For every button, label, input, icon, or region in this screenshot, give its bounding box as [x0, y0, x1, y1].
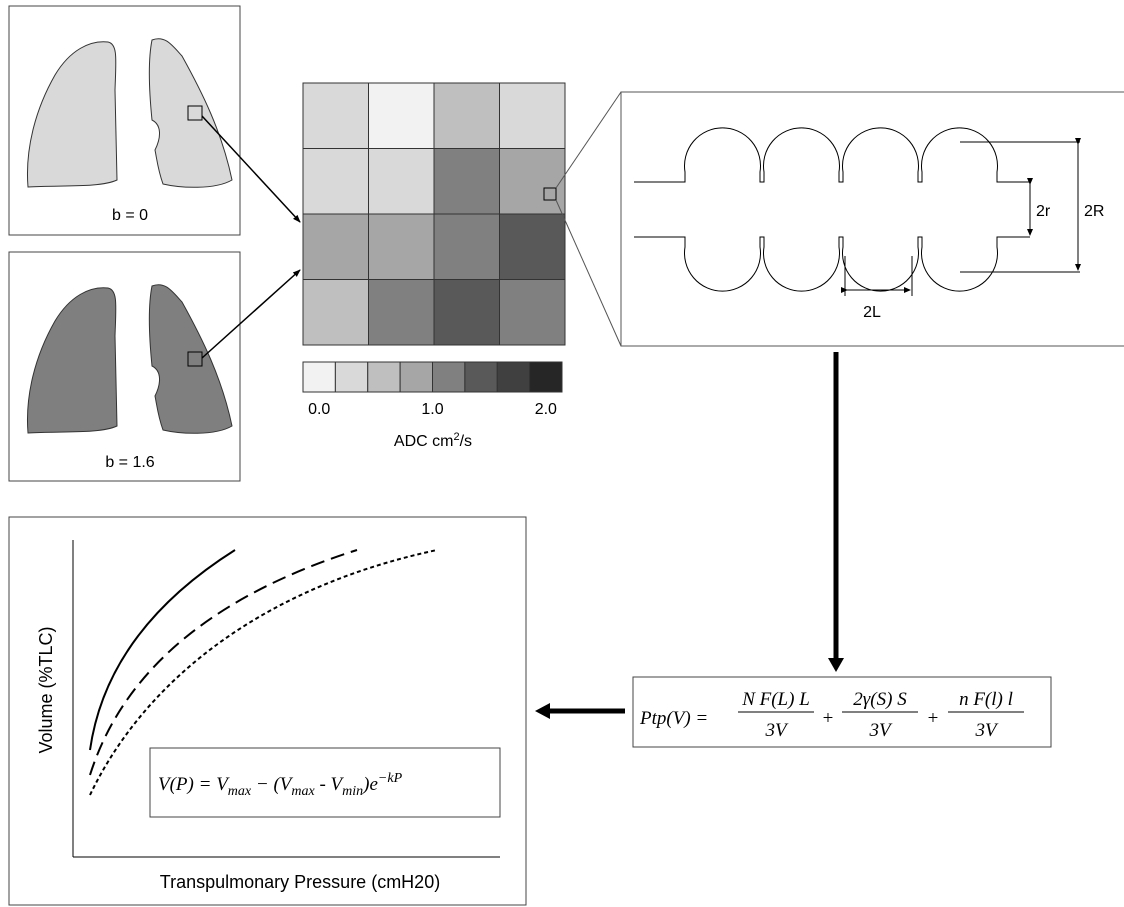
pressure-equation: Ptp(V) = N F(L) L 3V 2γ(S) S 3V + n F(l) l 3V +	[633, 677, 1051, 747]
colorbar-bin	[497, 362, 529, 392]
eq-part: max	[228, 784, 252, 799]
eq-part: − (V	[251, 774, 294, 795]
zoom-line	[556, 200, 621, 346]
adc-cell	[369, 280, 435, 346]
colorbar-bin	[335, 362, 367, 392]
adc-cell	[500, 149, 566, 215]
colorbar-bin	[368, 362, 400, 392]
adc-cell	[500, 214, 566, 280]
equation-lhs: Ptp(V) =	[639, 708, 708, 729]
adc-cell	[434, 214, 500, 280]
arrow	[535, 703, 550, 719]
y-axis-label: Volume (%TLC)	[36, 626, 56, 753]
colorbar-label: ADC cm2/s	[394, 431, 472, 450]
alveolar-duct	[634, 237, 1030, 291]
label-part: ADC cm	[394, 433, 454, 450]
panel-label: b = 1.6	[105, 454, 154, 471]
denominator: 3V	[974, 720, 999, 741]
denominator: 3V	[868, 720, 893, 741]
adc-cell	[434, 149, 500, 215]
adc-cell	[434, 280, 500, 346]
adc-cell	[303, 280, 369, 346]
dimension-label: 2R	[1084, 203, 1104, 220]
colorbar-bin	[303, 362, 335, 392]
colorbar-bin	[530, 362, 562, 392]
alveolar-duct	[634, 128, 1030, 182]
adc-cell	[303, 214, 369, 280]
dimension-label: 2r	[1036, 203, 1051, 220]
x-axis-label: Transpulmonary Pressure (cmH20)	[160, 872, 440, 892]
colorbar-bin	[465, 362, 497, 392]
eq-part: )e	[362, 774, 378, 795]
colorbar-bin	[433, 362, 465, 392]
lung-panel: b = 1.6	[9, 252, 240, 481]
volume-plot: Volume (%TLC) Transpulmonary Pressure (c…	[9, 517, 526, 905]
volume-equation: V(P) = Vmax − (Vmax - Vmin)e−kP	[158, 771, 403, 799]
eq-part: min	[342, 784, 363, 799]
colorbar-bin	[400, 362, 432, 392]
eq-part: - V	[315, 774, 345, 795]
denominator: 3V	[764, 720, 789, 741]
dimension-label: 2L	[863, 304, 881, 321]
adc-cell	[369, 83, 435, 149]
eq-part: −kP	[378, 771, 403, 786]
adc-map	[303, 83, 565, 345]
numerator: n F(l) l	[959, 689, 1013, 710]
numerator: 2γ(S) S	[853, 689, 907, 710]
adc-cell	[434, 83, 500, 149]
colorbar: 0.0 1.0 2.0	[303, 362, 562, 418]
colorbar-tick-label: 0.0	[308, 401, 330, 418]
adc-cell	[369, 214, 435, 280]
adc-cell	[303, 149, 369, 215]
diagram: b = 0 b = 1.6 0.01.02.0 ADC cm2/s 2r 2R …	[0, 0, 1124, 907]
eq-part: max	[291, 784, 315, 799]
numerator: N F(L) L	[741, 689, 810, 710]
colorbar-tick-label: 2.0	[535, 401, 557, 418]
panel-label: b = 0	[112, 207, 148, 224]
eq-part: V(P) = V	[158, 774, 230, 795]
zoom-line	[556, 92, 621, 188]
operator: +	[823, 708, 834, 729]
adc-cell	[500, 280, 566, 346]
colorbar-tick-label: 1.0	[421, 401, 443, 418]
adc-cell	[500, 83, 566, 149]
adc-cell	[303, 83, 369, 149]
label-part: /s	[460, 433, 472, 450]
operator: +	[928, 708, 939, 729]
adc-cell	[369, 149, 435, 215]
arrow	[828, 658, 844, 672]
